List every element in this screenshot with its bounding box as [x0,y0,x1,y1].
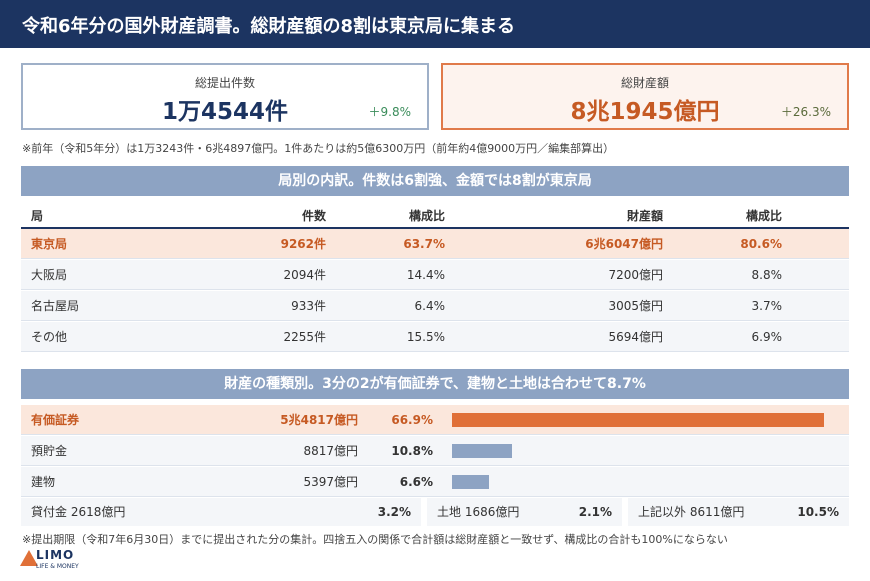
asset-other-share: 10.5% [797,505,839,519]
col-header-count: 件数 [301,209,326,223]
bureau-amount-share: 6.9% [751,330,783,344]
asset-other-cell: 上記以外 8611億円 10.5% [628,498,849,526]
asset-share-bar [452,475,489,489]
asset-other-share: 3.2% [377,505,411,519]
bureau-count: 933件 [291,299,326,313]
logo-name: LIMO [36,548,75,562]
asset-amount: 5397億円 [303,475,358,489]
bureau-amount: 7200億円 [608,268,663,282]
kpi-total-count: 総提出件数 1万4544件 ＋9.8% [21,63,429,130]
asset-type: 預貯金 [31,444,68,458]
kpi-label: 総財産額 [620,76,669,90]
asset-row: 建物 5397億円 6.6% [21,467,849,497]
kpi-change: ＋26.3% [780,105,831,119]
col-header-amount-share: 構成比 [745,209,782,223]
page-title: 令和6年分の国外財産調書。総財産額の8割は東京局に集まる [22,16,516,37]
asset-share-bar [452,413,824,427]
table-row: 名古屋局 933件 6.4% 3005億円 3.7% [21,291,849,321]
asset-amount: 5兆4817億円 [280,413,358,427]
logo-mark-icon [20,550,38,566]
asset-amount: 8817億円 [303,444,358,458]
bureau-amount-share: 3.7% [751,299,783,313]
col-header-bureau: 局 [31,209,44,223]
bureau-amount-share: 80.6% [740,237,782,251]
kpi-value: 8兆1945億円 [570,99,720,125]
asset-row: 有価証券 5兆4817億円 66.9% [21,405,849,435]
bureau-amount: 6兆6047億円 [585,237,663,251]
bureau-count: 9262件 [280,237,326,251]
bureau-amount: 5694億円 [608,330,663,344]
bureau-count: 2255件 [283,330,326,344]
bureau-count-share: 63.7% [403,237,445,251]
asset-other-label: 上記以外 8611億円 [638,505,745,519]
bureau-amount: 3005億円 [608,299,663,313]
kpi-label: 総提出件数 [194,76,255,90]
bureau-name: その他 [31,330,68,344]
asset-share: 66.9% [391,413,433,427]
col-header-amount: 財産額 [626,209,663,223]
asset-share: 10.8% [391,444,433,458]
asset-other-cell: 土地 1686億円 2.1% [427,498,622,526]
page-header: 令和6年分の国外財産調書。総財産額の8割は東京局に集まる [0,0,870,48]
bureau-count-share: 6.4% [414,299,446,313]
table-row: その他 2255件 15.5% 5694億円 6.9% [21,322,849,352]
footer-note: ※提出期限（令和7年6月30日）までに提出された分の集計。四捨五入の関係で合計額… [22,533,728,546]
col-header-count-share: 構成比 [408,209,445,223]
bureau-count: 2094件 [283,268,326,282]
bureau-count-share: 15.5% [406,330,445,344]
asset-type: 建物 [31,475,56,489]
asset-section-title: 財産の種類別。3分の2が有価証券で、建物と土地は合わせて8.7% [21,369,849,399]
table-row: 大阪局 2094件 14.4% 7200億円 8.8% [21,260,849,290]
asset-share: 6.6% [399,475,433,489]
table-header-divider [21,227,849,229]
kpi-value: 1万4544件 [161,99,289,125]
asset-type: 有価証券 [31,413,80,427]
bureau-name: 大阪局 [31,268,68,282]
asset-other-label: 貸付金 2618億円 [31,505,126,519]
asset-share-bar [452,444,512,458]
asset-other-cell: 貸付金 2618億円 3.2% [21,498,421,526]
table-row: 東京局 9262件 63.7% 6兆6047億円 80.6% [21,229,849,259]
asset-other-share: 2.1% [578,505,612,519]
bureau-amount-share: 8.8% [751,268,783,282]
bureau-section-title: 局別の内訳。件数は6割強、金額では8割が東京局 [21,166,849,196]
kpi-total-amount: 総財産額 8兆1945億円 ＋26.3% [441,63,849,130]
asset-row: 預貯金 8817億円 10.8% [21,436,849,466]
asset-other-label: 土地 1686億円 [437,505,520,519]
limo-logo: LIMO LIFE & MONEY [20,548,120,576]
kpi-change: ＋9.8% [368,105,412,119]
previous-year-note: ※前年（令和5年分）は1万3243件・6兆4897億円。1件あたりは約5億630… [22,142,615,155]
bureau-name: 名古屋局 [31,299,80,313]
logo-tagline: LIFE & MONEY [36,563,79,570]
bureau-count-share: 14.4% [406,268,445,282]
bureau-name: 東京局 [31,237,68,251]
